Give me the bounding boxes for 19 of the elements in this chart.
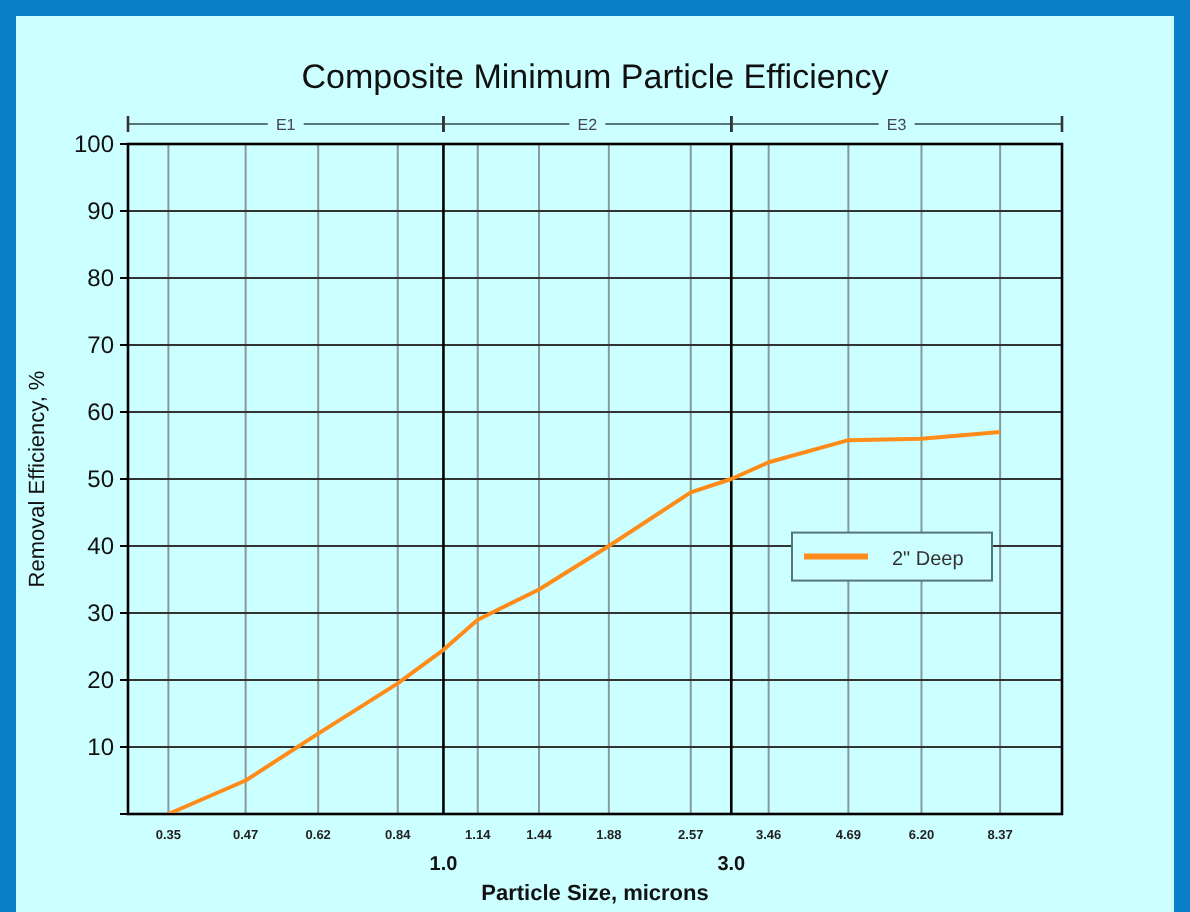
text: E1 (275, 116, 297, 134)
y-tick-label: 20 (87, 665, 115, 694)
ref-line-label: 1.0 (429, 854, 459, 876)
text: E3 (886, 116, 908, 134)
text: E2 (577, 116, 599, 134)
y-tick-label: 90 (87, 196, 115, 225)
y-tick-label: 100 (73, 129, 115, 158)
y-tick-label: 60 (87, 397, 115, 426)
x-axis-title: Particle Size, microns (481, 882, 709, 906)
y-tick-label: 50 (87, 464, 115, 493)
y-axis-title: Removal Efficiency, % (26, 370, 50, 588)
legend-label: 2" Deep (892, 548, 965, 571)
y-tick-label: 40 (87, 531, 115, 560)
y-tick-label: 80 (87, 263, 115, 292)
y-tick-label: 10 (87, 732, 115, 761)
y-tick-label: 30 (87, 598, 115, 627)
chart-title: Composite Minimum Particle Efficiency (301, 58, 890, 96)
ref-line-label: 3.0 (717, 854, 747, 876)
y-tick-label: 70 (87, 330, 115, 359)
